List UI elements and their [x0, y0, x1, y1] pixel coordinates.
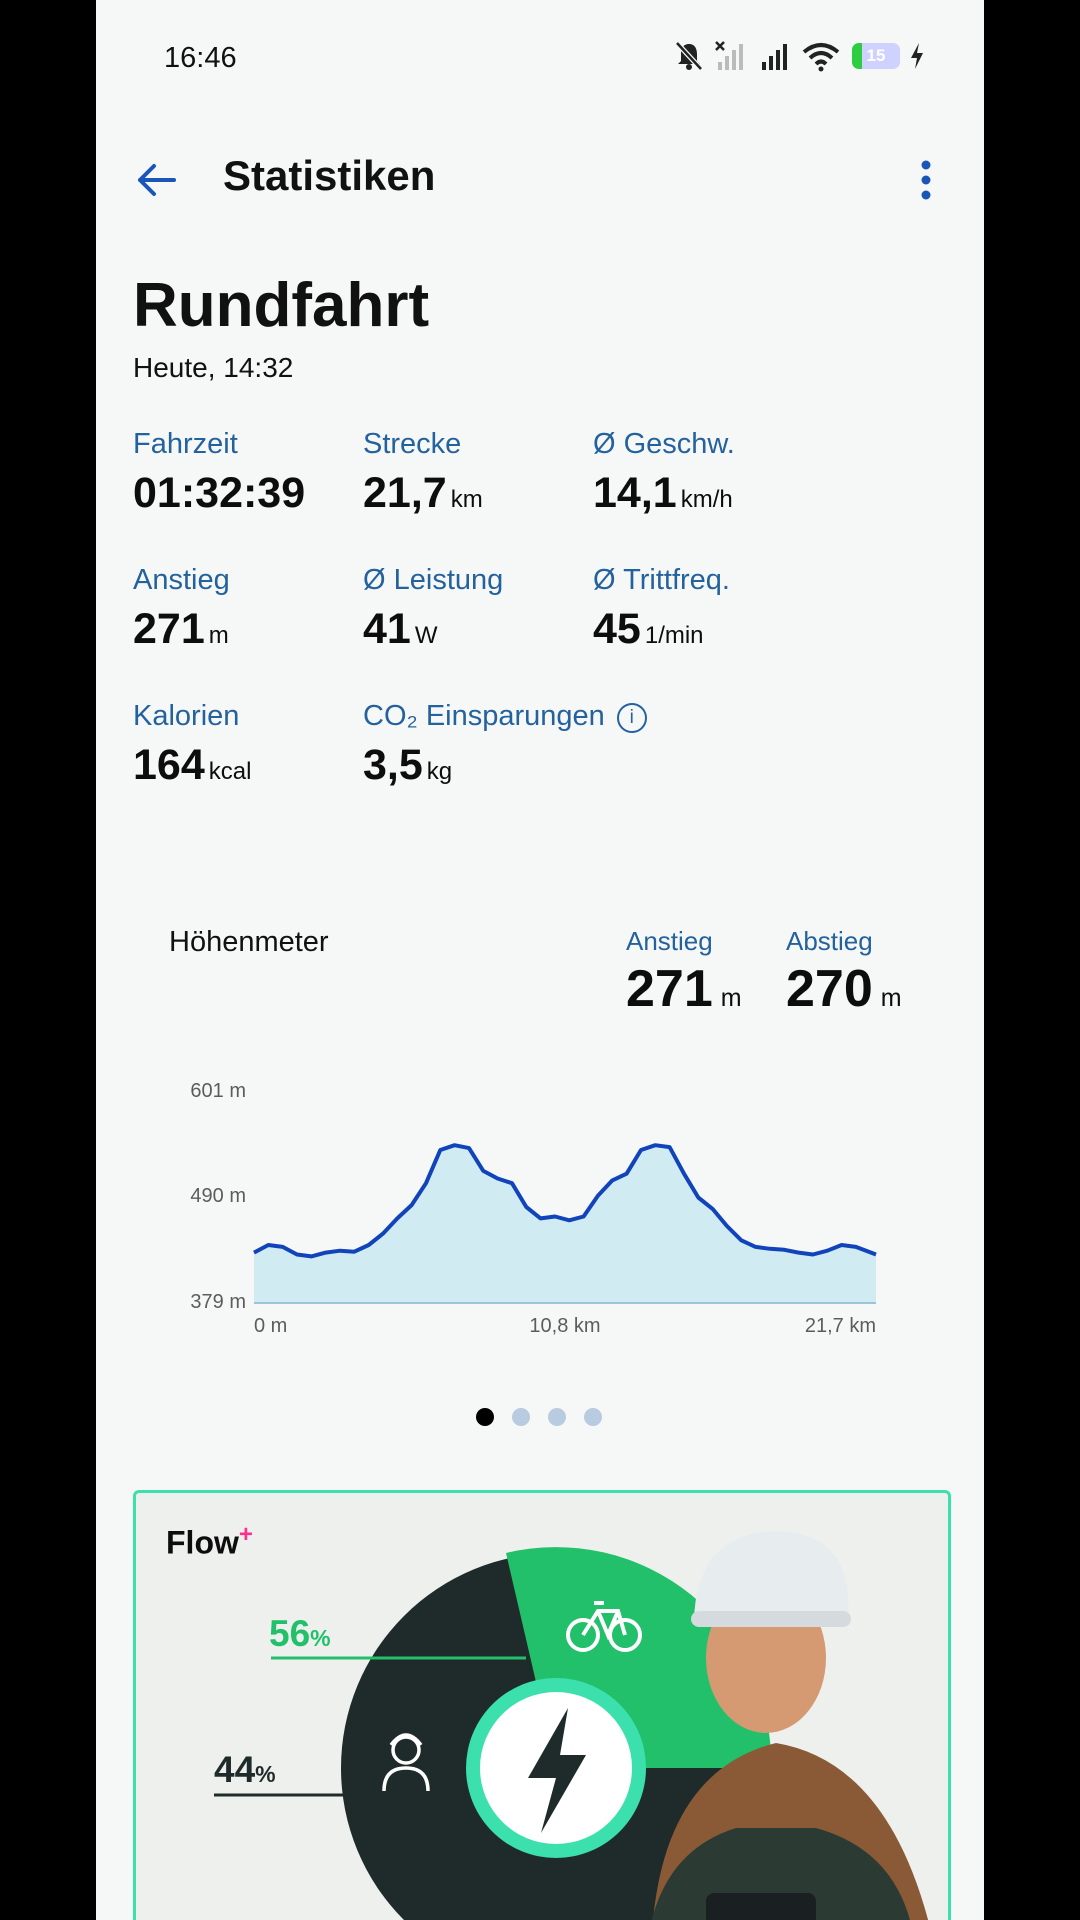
screen: 16:46: [96, 0, 984, 1920]
charging-icon: [911, 43, 923, 69]
more-options-icon[interactable]: [916, 158, 936, 202]
stat-avg-cadence: Ø Trittfreq. 45 1/min: [593, 564, 730, 653]
stat-avg-speed: Ø Geschw. 14,1 km/h: [593, 428, 735, 517]
elevation-area: [254, 1145, 876, 1303]
y-tick-label: 601 m: [190, 1080, 246, 1102]
stat-distance: Strecke 21,7 km: [363, 428, 483, 517]
lightning-icon: [528, 1708, 586, 1833]
page-dot[interactable]: [548, 1408, 566, 1426]
x-tick-label: 10,8 km: [529, 1315, 600, 1337]
page-dot[interactable]: [584, 1408, 602, 1426]
toolbar: Statistiken: [96, 140, 984, 220]
stat-calories: Kalorien 164 kcal: [133, 700, 252, 789]
page-dot[interactable]: [512, 1408, 530, 1426]
flow-plus-illustration: [214, 1531, 929, 1920]
x-tick-label: 21,7 km: [805, 1315, 876, 1337]
elevation-descent: Abstieg 270 m: [786, 926, 902, 1018]
battery-level: 15: [866, 46, 886, 65]
flow-plus-banner[interactable]: Flow+: [133, 1490, 951, 1920]
elevation-title: Höhenmeter: [169, 926, 329, 958]
rider-share-percent: 44%: [214, 1749, 276, 1790]
page-dot-active[interactable]: [476, 1408, 494, 1426]
info-icon[interactable]: i: [616, 703, 647, 733]
battery-icon: 15: [852, 43, 900, 69]
x-tick-label: 0 m: [254, 1315, 287, 1337]
page-indicator: [476, 1408, 602, 1426]
elevation-ascent: Anstieg 271 m: [626, 926, 742, 1018]
bike-share-percent: 56%: [269, 1613, 331, 1654]
rider-photo: [651, 1531, 929, 1920]
back-arrow-icon[interactable]: [134, 158, 178, 202]
y-tick-label: 379 m: [190, 1291, 246, 1313]
stat-ascent: Anstieg 271 m: [133, 564, 230, 653]
y-tick-label: 490 m: [190, 1185, 246, 1207]
stat-co2-savings: CO₂ Einsparungen i 3,5 kg: [363, 700, 647, 790]
status-time: 16:46: [164, 42, 237, 74]
stat-duration: Fahrzeit 01:32:39: [133, 428, 306, 517]
page-title: Statistiken: [223, 152, 436, 199]
elevation-chart: 601 m 490 m 379 m 0 m 10,8 km 21,7 km: [190, 1080, 877, 1337]
status-icons: 15: [674, 36, 924, 76]
stat-avg-power: Ø Leistung 41 W: [363, 564, 504, 653]
flow-plus-logo: Flow+: [166, 1521, 253, 1561]
bell-muted-icon: [675, 41, 703, 71]
signal-icon: [762, 44, 787, 70]
ride-date: Heute, 14:32: [133, 352, 294, 383]
status-bar: 16:46: [96, 0, 984, 120]
bicycle-icon: [566, 1601, 642, 1652]
wifi-icon: [802, 43, 840, 72]
rider-icon: [382, 1733, 430, 1792]
signal-no-sim-icon: [715, 41, 743, 70]
elevation-line: [253, 1143, 877, 1259]
ride-title: Rundfahrt: [133, 271, 430, 340]
